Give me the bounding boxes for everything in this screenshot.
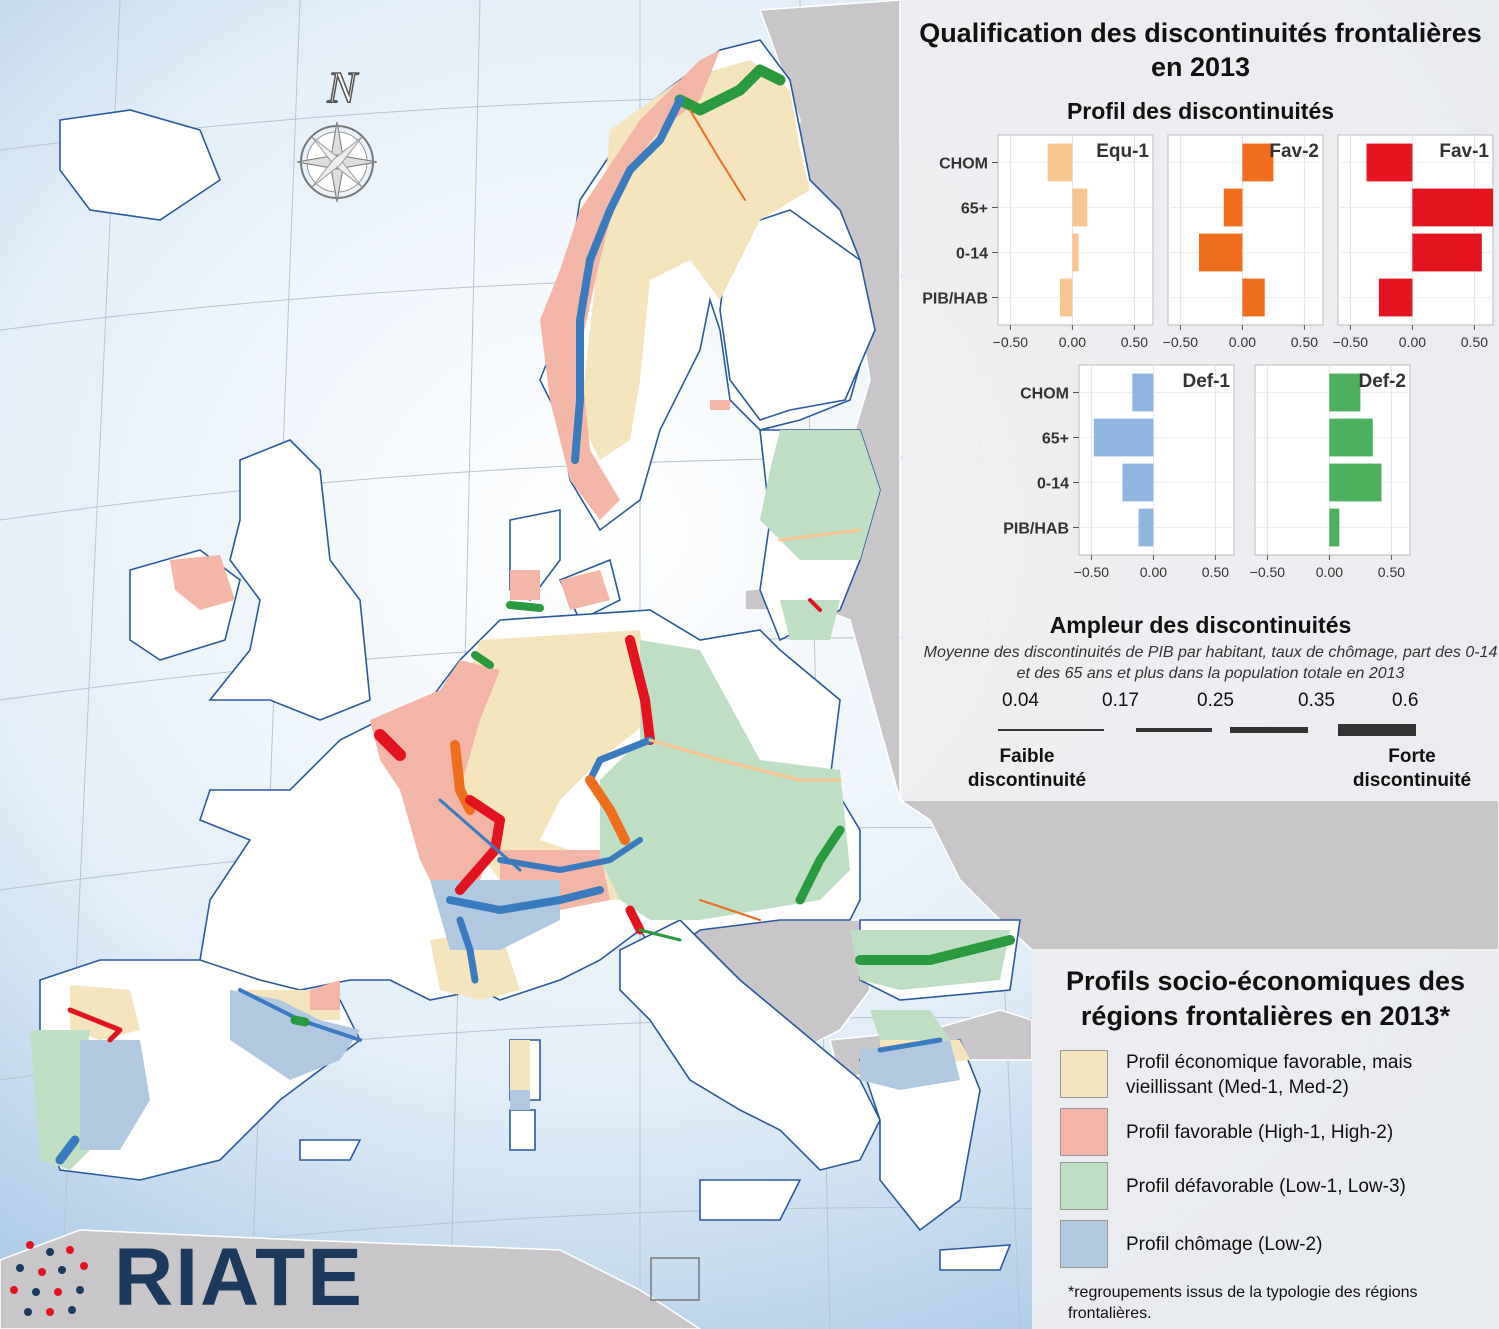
bar xyxy=(1132,373,1154,412)
bandwidth-line xyxy=(998,729,1104,731)
legend-swatch xyxy=(1060,1220,1108,1268)
riate-logo: RIATE xyxy=(8,1232,408,1322)
x-tick-label: −0.50 xyxy=(1250,564,1286,580)
chart-panel: −0.50 0.00 0.50 Def-2 xyxy=(1250,364,1411,580)
inset-box xyxy=(650,1257,700,1301)
bandwidth-line xyxy=(1338,724,1416,736)
bar xyxy=(1329,373,1361,412)
bandwidth-label: 0.6 xyxy=(1392,690,1419,711)
discontinuity-legend-panel: Qualification des discontinuités frontal… xyxy=(902,0,1499,800)
bar xyxy=(1366,143,1413,182)
x-tick-label: 0.50 xyxy=(1121,334,1148,350)
category-label: PIB/HAB xyxy=(922,291,988,308)
region-chomage xyxy=(80,880,960,1150)
bar xyxy=(1072,188,1088,227)
main-title: Qualification des discontinuités frontal… xyxy=(919,18,1482,82)
x-tick-label: 0.50 xyxy=(1202,564,1229,580)
panel-frame xyxy=(1078,364,1235,556)
x-tick-label: −0.50 xyxy=(1333,334,1369,350)
chart-panel: −0.50 0.00 0.50 Fav-2 xyxy=(1163,134,1324,350)
category-label: CHOM xyxy=(1020,386,1069,403)
bar xyxy=(1093,418,1154,457)
ampleur-title: Ampleur des discontinuités xyxy=(1049,612,1352,638)
panel-title: Fav-1 xyxy=(1439,141,1489,162)
legend-swatch xyxy=(1060,1050,1108,1098)
category-label: PIB/HAB xyxy=(1003,521,1069,538)
high-discontinuity-label: Forte discontinuité xyxy=(1352,746,1472,791)
category-label: 0-14 xyxy=(1037,476,1069,493)
x-tick-label: −0.50 xyxy=(1074,564,1110,580)
bandwidth-label: 0.25 xyxy=(1197,690,1234,711)
discontinuity-lines xyxy=(55,64,1015,1165)
bar xyxy=(1242,278,1265,317)
region-low xyxy=(30,430,1010,1170)
panel-title: Equ-1 xyxy=(1096,141,1149,162)
category-label: CHOM xyxy=(939,156,988,173)
x-tick-label: −0.50 xyxy=(993,334,1029,350)
category-label: 65+ xyxy=(961,201,988,218)
bar xyxy=(1329,418,1373,457)
x-tick-label: 0.00 xyxy=(1140,564,1167,580)
low-discontinuity-label: Faible discontinuité xyxy=(967,746,1087,791)
bar xyxy=(1138,508,1154,547)
bandwidth-label: 0.04 xyxy=(1002,690,1039,711)
compass-north-label: N xyxy=(326,63,359,112)
x-tick-label: 0.50 xyxy=(1378,564,1405,580)
panel-title: Fav-2 xyxy=(1269,141,1319,162)
panel-title: Def-2 xyxy=(1358,371,1406,392)
legend-label: Profil défavorable (Low-1, Low-3) xyxy=(1126,1176,1406,1197)
x-tick-label: 0.00 xyxy=(1399,334,1426,350)
chart-panel: CHOM 65+ 0-14 PIB/HAB −0.50 0.00 0.50 Equ-1 xyxy=(922,134,1154,350)
category-label: 65+ xyxy=(1042,431,1069,448)
profile-legend-panel: Profils socio-économiques des régions fr… xyxy=(1032,950,1499,1329)
panel-title: Def-1 xyxy=(1182,371,1230,392)
legend-label: Profil favorable (High-1, High-2) xyxy=(1126,1122,1394,1143)
north-arrow-compass: N xyxy=(296,62,378,203)
panel-frame xyxy=(1337,134,1494,326)
bandwidth-label: 0.35 xyxy=(1298,690,1335,711)
ampleur-subtitle: Moyenne des discontinuités de PIB par ha… xyxy=(923,644,1498,682)
bar xyxy=(1199,233,1243,272)
legend-label: Profil économique favorable, mais vieill… xyxy=(1126,1052,1413,1098)
bandwidth-line xyxy=(1230,727,1308,733)
bar xyxy=(1047,143,1073,182)
bandwidth-label: 0.17 xyxy=(1102,690,1139,711)
chart-panel: CHOM 65+ 0-14 PIB/HAB −0.50 0.00 0.50 Def-1 xyxy=(1003,364,1235,580)
x-tick-label: 0.00 xyxy=(1316,564,1343,580)
legend-swatch xyxy=(1060,1162,1108,1210)
bar xyxy=(1122,463,1154,502)
x-tick-label: 0.50 xyxy=(1461,334,1488,350)
legend-title: Profils socio-économiques des régions fr… xyxy=(1065,966,1466,1031)
x-tick-label: 0.00 xyxy=(1229,334,1256,350)
bar xyxy=(1072,233,1079,272)
profile-title: Profil des discontinuités xyxy=(1066,98,1335,124)
chart-panel: −0.50 0.00 0.50 Fav-1 xyxy=(1333,134,1494,350)
legend-footnote: *regroupements issus de la typologie des… xyxy=(1068,1284,1418,1322)
bar xyxy=(1378,278,1413,317)
discontinuity-profile-charts: CHOM 65+ 0-14 PIB/HAB −0.50 0.00 0.50 Equ-1 −0.5… xyxy=(922,134,1494,580)
bar xyxy=(1329,508,1340,547)
bar xyxy=(1242,143,1274,182)
bandwidth-line xyxy=(1136,728,1212,732)
x-tick-label: 0.00 xyxy=(1059,334,1086,350)
bar xyxy=(1060,278,1073,317)
x-tick-label: −0.50 xyxy=(1163,334,1199,350)
bar xyxy=(1412,233,1482,272)
bar xyxy=(1223,188,1243,227)
legend-label: Profil chômage (Low-2) xyxy=(1126,1234,1323,1255)
panel-frame xyxy=(997,134,1154,326)
x-tick-label: 0.50 xyxy=(1291,334,1318,350)
logo-dots xyxy=(10,1241,88,1316)
logo-text: RIATE xyxy=(114,1232,364,1323)
category-label: 0-14 xyxy=(956,246,988,263)
bar xyxy=(1329,463,1382,502)
legend-swatch xyxy=(1060,1108,1108,1156)
bar xyxy=(1412,188,1493,227)
